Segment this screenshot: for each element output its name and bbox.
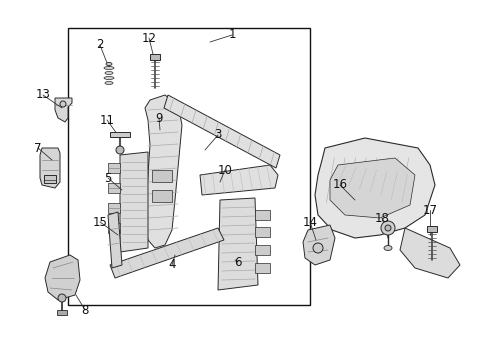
Polygon shape [399,228,459,278]
Text: 8: 8 [81,303,88,316]
Circle shape [312,243,323,253]
Polygon shape [163,95,280,168]
Polygon shape [314,138,434,238]
Circle shape [116,146,124,154]
Polygon shape [110,228,224,278]
Bar [57,310,67,315]
Bar [110,132,130,137]
Bar [426,226,436,232]
Polygon shape [218,198,258,290]
Text: 6: 6 [234,256,241,269]
Text: 10: 10 [217,163,232,176]
Bar [108,183,120,193]
Circle shape [60,101,66,107]
Polygon shape [200,165,278,195]
Ellipse shape [104,77,114,80]
Text: 5: 5 [104,171,111,184]
Text: 11: 11 [99,113,114,126]
Polygon shape [329,158,414,218]
Text: 7: 7 [34,141,41,154]
Text: 17: 17 [422,203,437,216]
Text: 13: 13 [36,89,50,102]
Text: 15: 15 [92,216,107,229]
Text: 12: 12 [141,31,156,45]
Polygon shape [40,148,60,188]
Text: 3: 3 [214,129,221,141]
Bar [254,245,269,255]
Bar [108,203,120,213]
Bar [152,170,172,182]
Polygon shape [55,98,72,122]
Ellipse shape [106,63,112,66]
Bar [44,175,56,183]
Polygon shape [145,95,182,248]
Bar [150,54,160,60]
Text: 16: 16 [332,179,347,192]
Circle shape [384,225,390,231]
Text: 1: 1 [228,28,235,41]
Ellipse shape [105,81,113,85]
Polygon shape [303,225,334,265]
Ellipse shape [104,67,114,69]
Ellipse shape [383,246,391,251]
Polygon shape [45,255,80,300]
Bar [68,28,309,305]
Text: 9: 9 [155,112,163,125]
Circle shape [58,294,66,302]
Bar [254,263,269,273]
Bar [108,163,120,173]
Circle shape [380,221,394,235]
Text: 2: 2 [96,39,103,51]
Text: 14: 14 [302,216,317,229]
Polygon shape [108,212,122,268]
Ellipse shape [105,72,113,75]
Bar [254,210,269,220]
Bar [254,227,269,237]
Bar [108,223,120,233]
Text: 18: 18 [374,211,388,225]
Polygon shape [120,152,148,252]
Text: 4: 4 [168,258,175,271]
Bar [152,190,172,202]
